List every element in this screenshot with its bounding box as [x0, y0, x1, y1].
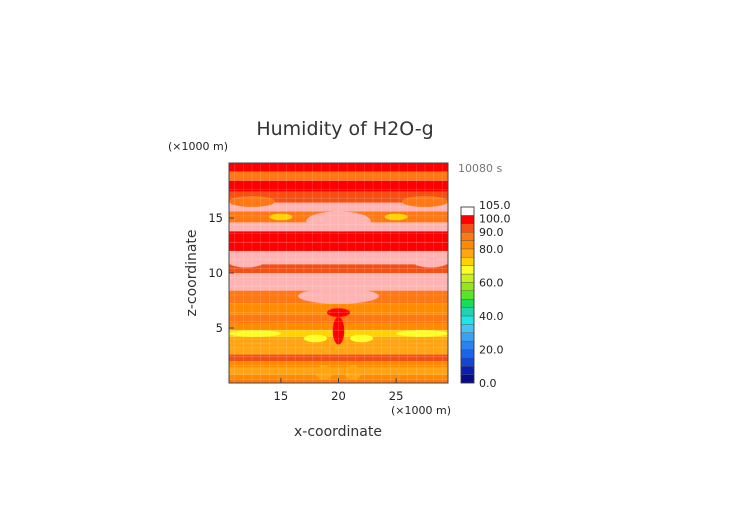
x-tick-label: 25 — [389, 389, 404, 403]
y-axis-ticks: 5 10 15 — [208, 211, 234, 335]
contour-patch — [229, 330, 281, 337]
colorbar-swatch — [460, 273, 475, 283]
colorbar-tick-label: 100.0 — [479, 212, 511, 225]
colorbar-swatch — [460, 340, 475, 350]
colorbar-swatch — [460, 248, 475, 258]
contour-band — [229, 361, 448, 368]
contour-patch — [229, 196, 276, 207]
contour-band — [229, 163, 448, 172]
colorbar-tick-label: 0.0 — [479, 377, 497, 390]
colorbar-swatch — [460, 231, 475, 241]
chart-title: Humidity of H2O-g — [256, 118, 433, 140]
x-axis-ticks: 15 20 25 — [274, 378, 404, 403]
contour-band — [229, 180, 448, 192]
colorbar-swatch — [460, 206, 475, 216]
x-tick-label: 20 — [331, 389, 346, 403]
y-tick-label: 5 — [216, 321, 223, 335]
colorbar-tick-label: 20.0 — [479, 343, 504, 356]
contour-patch — [303, 334, 327, 343]
colorbar-tick-label: 90.0 — [479, 226, 504, 239]
colorbar-swatch — [460, 282, 475, 292]
contour-patch — [306, 211, 371, 232]
contour-band — [229, 231, 448, 243]
colorbar-swatch — [460, 374, 475, 384]
colorbar-swatch — [460, 307, 475, 317]
contour-band — [229, 171, 448, 181]
contour-band — [229, 191, 448, 203]
y-tick-label: 15 — [208, 211, 223, 225]
y-tick-label: 10 — [208, 266, 223, 280]
contour-band — [229, 273, 448, 291]
colorbar-swatch — [460, 257, 475, 266]
contour-patch — [344, 365, 362, 380]
colorbar-swatch — [460, 357, 475, 367]
y-unit-label: (×1000 m) — [168, 140, 228, 153]
contour-patch — [229, 256, 264, 268]
colorbar-swatch — [460, 332, 475, 342]
contour-band — [229, 264, 448, 273]
contour-patch — [350, 334, 374, 343]
contour-patch — [326, 308, 351, 317]
colorbar-tick-label: 60.0 — [479, 276, 504, 289]
colorbar-swatch — [460, 223, 475, 233]
y-axis-label: z-coordinate — [184, 229, 200, 316]
contour-band — [229, 374, 448, 380]
colorbar-swatch — [460, 315, 475, 325]
contour-patch — [384, 213, 408, 221]
colorbar-swatch — [460, 290, 475, 300]
contour-band — [229, 251, 448, 265]
contour-band — [229, 343, 448, 355]
contour-patch — [298, 288, 379, 304]
contour-band — [229, 202, 448, 212]
contour-patch — [413, 256, 448, 268]
grid-lines — [229, 163, 448, 383]
colorbar-tick-label: 80.0 — [479, 243, 504, 256]
colorbar-swatch — [460, 265, 475, 275]
contour-patch — [396, 330, 448, 337]
colorbar-tick-label: 40.0 — [479, 310, 504, 323]
contour-patch — [401, 196, 448, 207]
colorbar-frame — [460, 206, 475, 384]
colorbar-swatch — [460, 349, 475, 359]
contour-band — [229, 367, 448, 375]
contour-band — [229, 242, 448, 251]
heatmap-area — [229, 163, 448, 383]
contour-patch — [269, 213, 293, 221]
colorbar-tick-label: 105.0 — [479, 199, 511, 212]
time-label: 10080 s — [458, 162, 502, 175]
colorbar-swatch — [460, 366, 475, 375]
colorbar-swatch — [460, 240, 475, 250]
x-axis-label: x-coordinate — [294, 424, 382, 440]
colorbar — [460, 206, 475, 384]
contour-patch — [315, 365, 333, 380]
x-tick-label: 15 — [274, 389, 289, 403]
colorbar-swatch — [460, 324, 475, 333]
colorbar-swatch — [460, 298, 475, 308]
contour-patch — [332, 317, 345, 345]
colorbar-swatch — [460, 215, 475, 224]
contour-band — [229, 354, 448, 361]
x-unit-label: (×1000 m) — [391, 404, 451, 417]
